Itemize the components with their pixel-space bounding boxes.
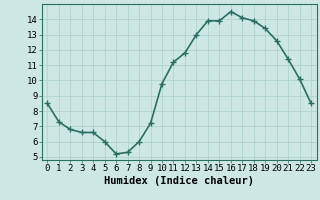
X-axis label: Humidex (Indice chaleur): Humidex (Indice chaleur) xyxy=(104,176,254,186)
